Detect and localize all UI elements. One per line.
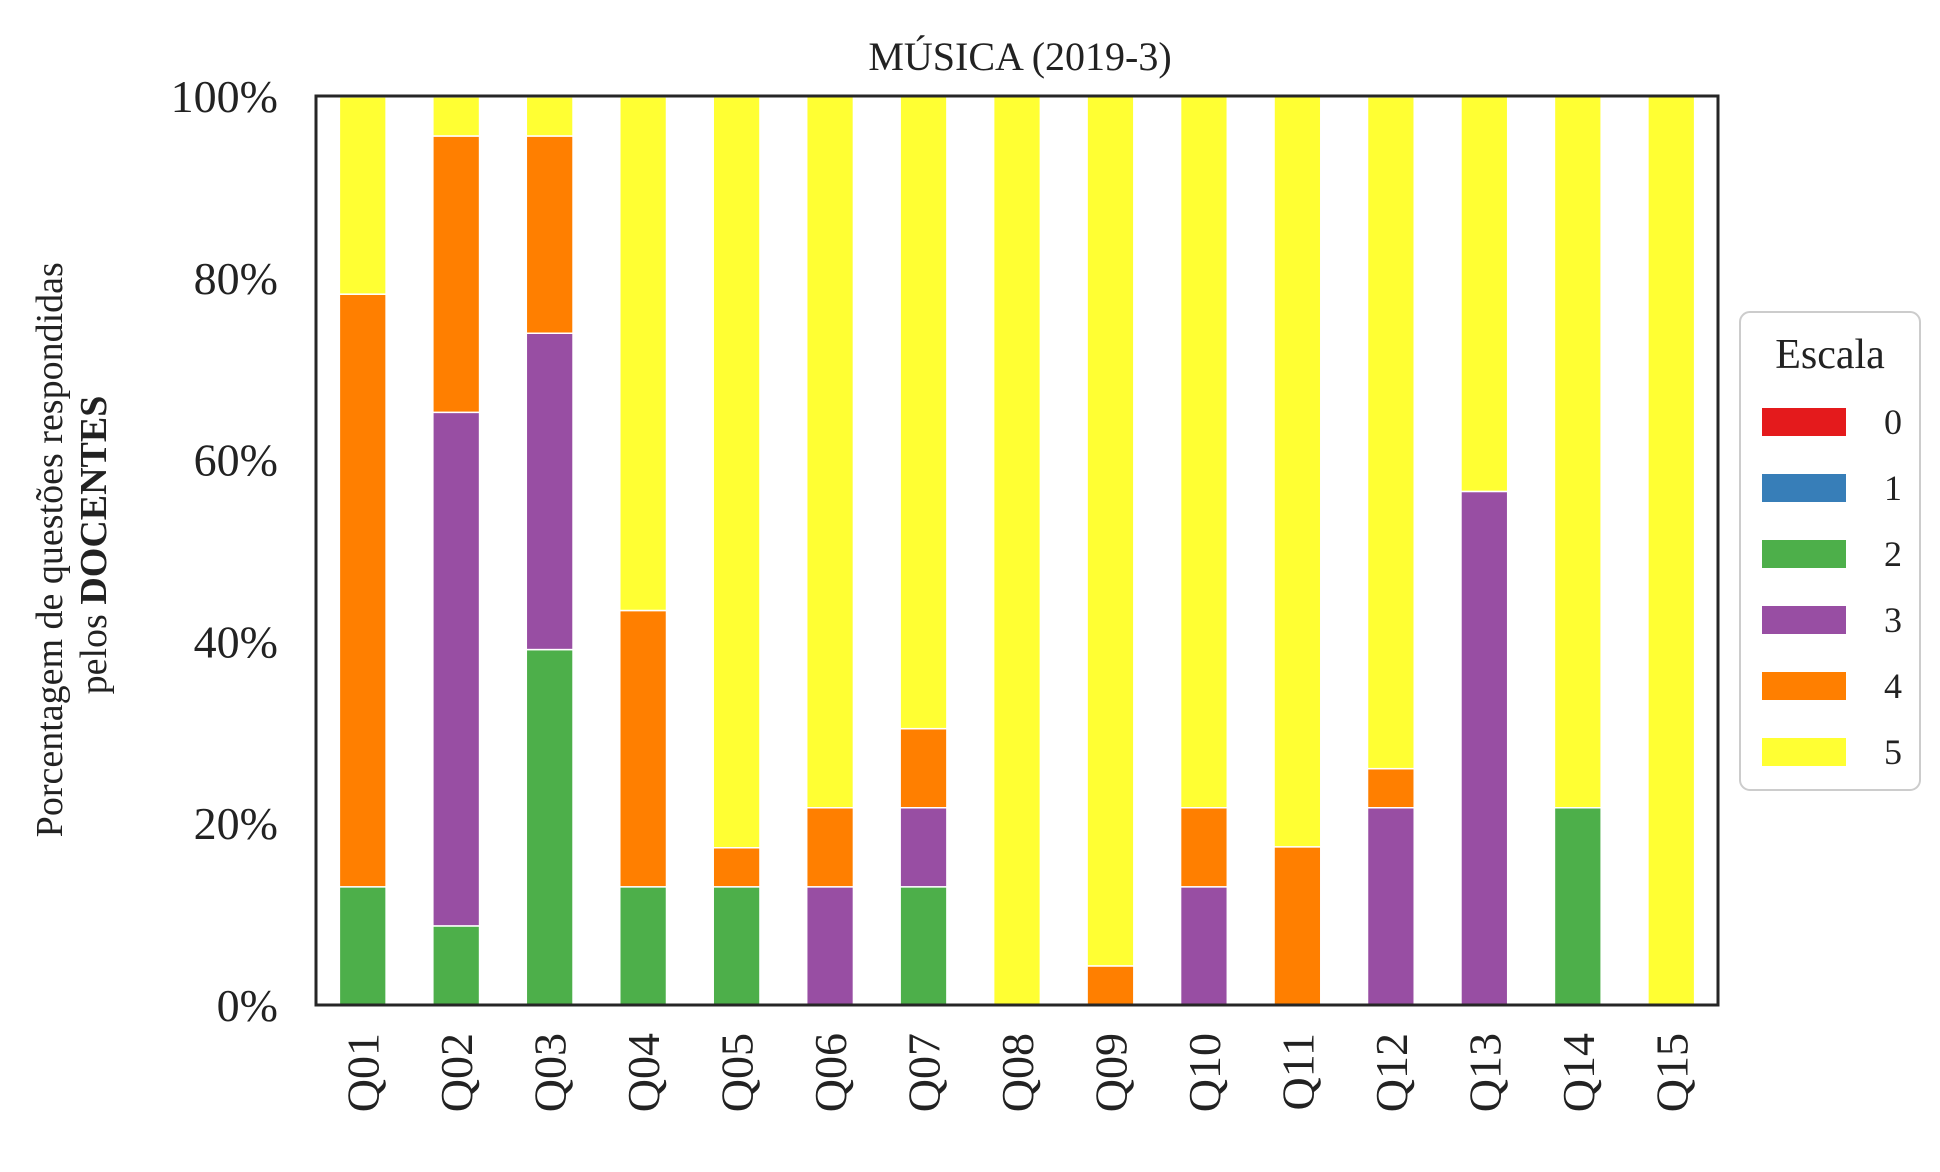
x-tick-label-q13: Q13 bbox=[1459, 1033, 1510, 1112]
bar-q08-scale-5 bbox=[992, 95, 1042, 1006]
x-tick-label-q07: Q07 bbox=[899, 1033, 950, 1112]
legend-swatch-2 bbox=[1762, 540, 1846, 568]
bar-q07-scale-2 bbox=[899, 886, 948, 1006]
legend-label-0: 0 bbox=[1884, 402, 1902, 442]
bar-q07-scale-3 bbox=[899, 806, 948, 888]
legend-swatch-5 bbox=[1762, 738, 1846, 766]
y-tick-label-100: 100% bbox=[171, 71, 278, 122]
bar-q05-scale-5 bbox=[712, 96, 761, 849]
bar-q02-scale-5 bbox=[432, 96, 481, 137]
bar-q14-scale-5 bbox=[1553, 95, 1602, 809]
bar-q01-scale-5 bbox=[338, 96, 387, 295]
legend-label-2: 2 bbox=[1884, 534, 1902, 574]
bar-q05-scale-2 bbox=[712, 886, 761, 1006]
bar-q12-scale-5 bbox=[1366, 96, 1415, 770]
bar-q01-scale-2 bbox=[338, 886, 387, 1006]
legend-label-1: 1 bbox=[1884, 468, 1902, 508]
y-axis-label: Porcentagem de questões respondidas pelo… bbox=[29, 253, 115, 838]
bar-q01-scale-4 bbox=[338, 293, 387, 888]
bar-q12-scale-3 bbox=[1366, 806, 1415, 1006]
x-tick-label-q04: Q04 bbox=[618, 1033, 669, 1112]
x-tick-label-q08: Q08 bbox=[992, 1033, 1043, 1112]
plot-frame bbox=[314, 94, 1720, 1007]
bar-q14-scale-2 bbox=[1553, 806, 1602, 1006]
bar-q11-scale-5 bbox=[1273, 95, 1322, 848]
y-tick-labels: 0% 20% 40% 60% 80% 100% bbox=[171, 71, 278, 1031]
y-tick-label-80: 80% bbox=[194, 253, 278, 304]
bar-q15-scale-5 bbox=[1647, 95, 1696, 1006]
x-tick-label-q09: Q09 bbox=[1085, 1033, 1136, 1112]
x-tick-label-q06: Q06 bbox=[805, 1033, 856, 1112]
y-axis-label-line1: Porcentagem de questões respondidas bbox=[29, 262, 71, 837]
bar-q13-scale-3 bbox=[1460, 490, 1509, 1006]
bar-q06-scale-5 bbox=[805, 95, 855, 809]
bar-q03-scale-3 bbox=[525, 332, 574, 651]
x-tick-label-q15: Q15 bbox=[1646, 1033, 1697, 1112]
legend-label-4: 4 bbox=[1884, 666, 1902, 706]
bar-q10-scale-5 bbox=[1179, 95, 1229, 809]
legend-swatch-1 bbox=[1762, 474, 1846, 502]
bar-q07-scale-5 bbox=[899, 95, 948, 730]
bar-q10-scale-3 bbox=[1179, 886, 1229, 1006]
chart-title: MÚSICA (2019-3) bbox=[868, 34, 1171, 79]
bar-q02-scale-4 bbox=[432, 135, 481, 414]
bar-q04-scale-2 bbox=[619, 886, 668, 1006]
bar-q03-scale-2 bbox=[525, 648, 574, 1006]
legend-label-5: 5 bbox=[1884, 732, 1902, 772]
bar-q09-scale-5 bbox=[1086, 95, 1135, 967]
legend-items: 0 1 2 3 4 5 bbox=[1762, 402, 1902, 772]
x-tick-label-q05: Q05 bbox=[712, 1033, 763, 1112]
bar-q13-scale-5 bbox=[1460, 95, 1509, 493]
x-tick-label-q11: Q11 bbox=[1272, 1033, 1323, 1111]
x-tick-label-q02: Q02 bbox=[431, 1033, 482, 1112]
bar-q12-scale-4 bbox=[1366, 767, 1415, 809]
y-axis-label-line2: pelos DOCENTES bbox=[73, 396, 115, 695]
x-tick-labels: Q01 Q02 Q03 Q04 Q05 Q06 Q07 Q08 Q09 Q10 Q11 Q12 Q13 Q… bbox=[338, 1033, 1698, 1112]
x-tick-label-q14: Q14 bbox=[1553, 1033, 1604, 1112]
bar-q06-scale-3 bbox=[805, 886, 855, 1006]
y-axis-label-bold: DOCENTES bbox=[73, 396, 115, 605]
y-tick-label-0: 0% bbox=[217, 980, 278, 1031]
legend-swatch-4 bbox=[1762, 672, 1846, 700]
bar-q04-scale-5 bbox=[619, 96, 668, 612]
bar-q07-scale-4 bbox=[899, 727, 948, 809]
y-tick-label-40: 40% bbox=[194, 616, 278, 667]
x-tick-label-q12: Q12 bbox=[1366, 1033, 1417, 1112]
bar-q06-scale-4 bbox=[805, 806, 855, 888]
legend-swatch-0 bbox=[1762, 408, 1846, 436]
legend-swatch-3 bbox=[1762, 606, 1846, 634]
x-tick-label-q01: Q01 bbox=[338, 1033, 389, 1112]
bar-q05-scale-4 bbox=[712, 846, 761, 888]
bar-q02-scale-2 bbox=[432, 925, 481, 1006]
legend-label-3: 3 bbox=[1884, 600, 1902, 640]
legend-title: Escala bbox=[1775, 332, 1885, 378]
bar-q02-scale-3 bbox=[432, 411, 481, 927]
x-tick-label-q10: Q10 bbox=[1179, 1033, 1230, 1112]
y-tick-label-20: 20% bbox=[194, 798, 278, 849]
y-tick-label-60: 60% bbox=[194, 435, 278, 486]
bar-q03-scale-5 bbox=[525, 96, 574, 137]
bar-q03-scale-4 bbox=[525, 135, 574, 334]
bars-layer bbox=[338, 95, 1696, 1006]
x-tick-label-q03: Q03 bbox=[525, 1033, 576, 1112]
bar-q09-scale-4 bbox=[1086, 965, 1135, 1006]
legend: Escala 0 1 2 3 4 5 bbox=[1739, 311, 1921, 791]
bar-q11-scale-4 bbox=[1273, 846, 1322, 1006]
y-axis-label-prefix: pelos bbox=[73, 605, 115, 695]
bar-q10-scale-4 bbox=[1179, 806, 1229, 888]
bar-q04-scale-4 bbox=[619, 609, 668, 888]
